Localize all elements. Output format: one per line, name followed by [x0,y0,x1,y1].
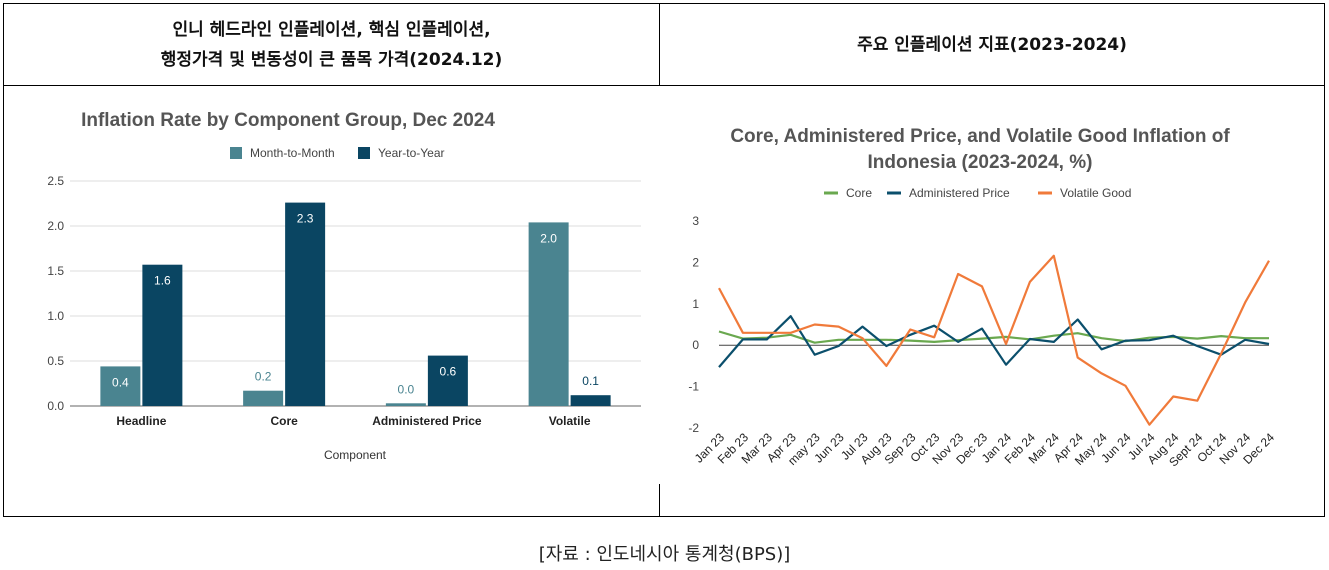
bar-data-label: 0.1 [582,374,599,388]
line-series-volatile-good [718,254,1270,426]
bar-data-label: 0.0 [398,382,415,396]
line-chart-title: Indonesia (2023-2024, %) [868,152,1093,173]
line-legend-label: Administered Price [909,186,1010,200]
bar [385,403,426,406]
bar [570,395,611,406]
line-chart-title: Core, Administered Price, and Volatile G… [730,126,1230,147]
bar-data-label: 0.2 [255,370,272,384]
bar [100,366,141,406]
bar-data-label: 0.6 [440,365,457,379]
panel-divider [659,484,660,517]
left-panel-header: 인니 헤드라인 인플레이션, 핵심 인플레이션, 행정가격 및 변동성이 큰 품… [4,4,660,86]
bar [285,202,326,406]
bar-y-tick-label: 1.5 [47,264,64,278]
bar-legend-swatch [230,147,242,159]
bar-data-label: 1.6 [154,274,171,288]
bar-x-tick-label: Headline [116,414,166,428]
bar-legend-swatch [358,147,370,159]
bar-y-tick-label: 0.0 [47,399,64,413]
line-y-tick-label: 3 [692,214,699,228]
line-legend-label: Volatile Good [1060,186,1131,200]
bar [528,222,569,406]
line-y-tick-label: 0 [692,338,699,352]
bar-legend-label: Month-to-Month [250,146,335,160]
bar-y-tick-label: 2.5 [47,174,64,188]
bar-y-tick-label: 2.0 [47,219,64,233]
bar-x-axis-title: Component [324,448,387,462]
bar-data-label: 0.4 [112,375,129,389]
report-frame: 인니 헤드라인 인플레이션, 핵심 인플레이션, 행정가격 및 변동성이 큰 품… [3,3,1325,517]
left-header-line2: 행정가격 및 변동성이 큰 품목 가격(2024.12) [160,49,503,70]
bar-y-tick-label: 0.5 [47,354,64,368]
line-legend-label: Core [846,186,872,200]
line-y-tick-label: -1 [688,380,699,394]
bar [427,355,468,406]
bar-x-tick-label: Administered Price [372,414,482,428]
bar-chart-title: Inflation Rate by Component Group, Dec 2… [81,110,495,131]
bar-chart: Inflation Rate by Component Group, Dec 2… [47,110,641,462]
source-note: [자료 : 인도네시아 통계청(BPS)] [538,544,791,565]
line-y-tick-label: 1 [692,297,699,311]
bar [142,264,183,406]
right-header-title: 주요 인플레이션 지표(2023-2024) [857,34,1127,55]
bar-x-tick-label: Core [270,414,298,428]
bar-y-tick-label: 1.0 [47,309,64,323]
line-y-tick-label: -2 [688,421,699,435]
bar-legend-label: Year-to-Year [378,146,445,160]
bar-data-label: 2.3 [297,212,314,226]
bar-x-tick-label: Volatile [549,414,591,428]
left-header-line1: 인니 헤드라인 인플레이션, 핵심 인플레이션, [172,19,491,40]
bar [243,390,284,406]
right-panel-header: 주요 인플레이션 지표(2023-2024) [660,4,1324,86]
line-y-tick-label: 2 [692,255,699,269]
line-chart: Core, Administered Price, and Volatile G… [688,126,1277,469]
bar-data-label: 2.0 [540,231,557,245]
line-series-administered-price [718,315,1270,368]
